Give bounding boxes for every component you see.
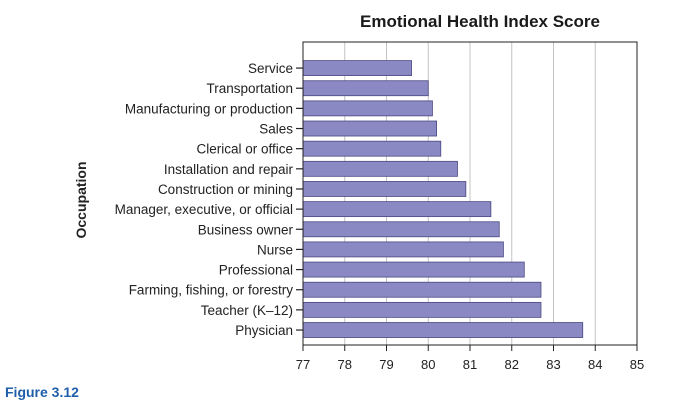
x-tick-label: 77	[296, 357, 310, 372]
category-label: Physician	[235, 323, 293, 338]
category-label: Manufacturing or production	[125, 101, 293, 116]
category-label: Construction or mining	[158, 182, 293, 197]
category-label: Clerical or office	[196, 142, 293, 157]
category-label: Manager, executive, or official	[115, 202, 293, 217]
bar	[302, 281, 542, 298]
bar	[302, 160, 458, 177]
figure-caption: Figure 3.12	[5, 384, 79, 400]
category-label: Sales	[259, 122, 293, 137]
bar	[302, 140, 442, 157]
category-label: Professional	[219, 263, 293, 278]
chart-title: Emotional Health Index Score	[360, 12, 600, 31]
bar	[302, 301, 542, 318]
y-axis-title: Occupation	[73, 161, 89, 238]
x-tick-label: 85	[630, 357, 644, 372]
x-tick-label: 83	[546, 357, 560, 372]
bar	[302, 80, 429, 97]
bar	[302, 181, 467, 197]
bar	[302, 100, 433, 117]
bar	[302, 120, 438, 137]
category-label: Business owner	[198, 222, 294, 237]
x-tick-label: 81	[463, 357, 477, 372]
x-tick-label: 82	[505, 357, 519, 372]
category-label: Installation and repair	[164, 162, 294, 177]
bar	[302, 221, 500, 238]
plot-border	[302, 41, 638, 346]
bar	[302, 241, 504, 258]
category-label: Teacher (K–12)	[201, 303, 293, 318]
bar	[302, 201, 492, 218]
x-tick-label: 84	[588, 357, 602, 372]
plot-area: 77 78 79 80 81 82 83 84 85 Service Transportation M…	[115, 41, 644, 372]
bar	[302, 60, 412, 76]
bar	[302, 322, 584, 338]
x-tick-label: 80	[421, 357, 435, 372]
x-tick-label: 78	[338, 357, 352, 372]
bar	[302, 261, 525, 278]
x-tick-label: 79	[379, 357, 393, 372]
category-label: Transportation	[206, 81, 293, 96]
category-label: Farming, fishing, or forestry	[129, 283, 294, 298]
category-label: Nurse	[257, 242, 293, 257]
category-label: Service	[248, 61, 293, 76]
